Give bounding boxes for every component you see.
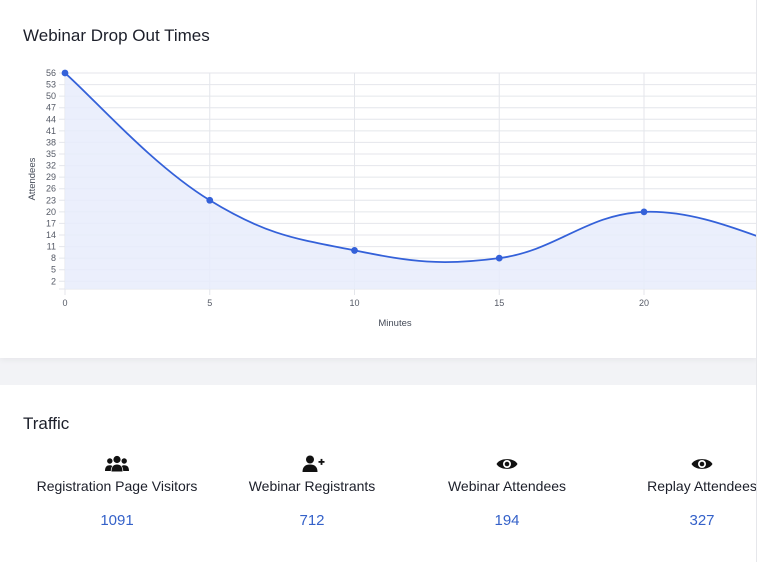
traffic-card: Traffic Registration Page Visitors 1091 …: [0, 385, 757, 562]
eye-icon: [496, 459, 518, 469]
traffic-title: Traffic: [23, 414, 70, 433]
y-tick-label: 14: [46, 230, 56, 240]
y-tick-label: 53: [46, 80, 56, 90]
stat-value: 712: [299, 512, 325, 529]
stat-label: Replay Attendees: [647, 478, 757, 494]
y-tick-label: 11: [47, 242, 56, 252]
page-right-border: [756, 0, 759, 562]
y-tick-label: 41: [46, 126, 56, 136]
data-point: [61, 69, 69, 77]
x-tick-label: 15: [494, 298, 504, 308]
y-tick-label: 35: [46, 149, 56, 159]
x-tick-label: 0: [62, 298, 67, 308]
x-tick-label: 5: [207, 298, 212, 308]
stat-replay-attendees: Replay Attendees 327: [607, 454, 759, 529]
y-axis-title: Attendees: [27, 157, 38, 200]
y-tick-label: 5: [51, 265, 56, 275]
y-tick-label: 20: [46, 207, 56, 217]
y-tick-label: 47: [46, 103, 56, 113]
y-tick-label: 56: [46, 68, 56, 78]
series-line: [65, 72, 757, 264]
y-tick-label: 8: [51, 253, 56, 263]
stat-value: 1091: [100, 512, 134, 529]
x-tick-label: 20: [639, 298, 649, 308]
data-point: [640, 208, 648, 216]
x-axis-title: Minutes: [378, 318, 412, 329]
stat-label: Registration Page Visitors: [36, 478, 198, 494]
stat-webinar-attendees: Webinar Attendees 194: [412, 454, 602, 529]
y-tick-label: 29: [46, 172, 56, 182]
y-tick-label: 2: [51, 276, 56, 286]
y-tick-label: 50: [46, 91, 56, 101]
y-tick-label: 17: [46, 218, 56, 228]
stat-label: Webinar Attendees: [447, 478, 567, 494]
user-plus-icon: [302, 455, 325, 472]
eye-icon: [691, 459, 713, 469]
series-area-fill: [65, 73, 757, 289]
stat-label: Webinar Registrants: [248, 478, 376, 494]
y-tick-label: 38: [46, 137, 56, 147]
users-group-icon: [105, 455, 129, 472]
y-tick-label: 23: [46, 195, 56, 205]
data-point: [495, 254, 503, 262]
x-tick-label: 10: [349, 298, 359, 308]
drop-out-chart-card: Webinar Drop Out Times 2 5 8 11 14 17 20 23 26 29…: [0, 0, 757, 358]
stat-webinar-registrants: Webinar Registrants 712: [217, 454, 407, 529]
y-tick-label: 26: [46, 184, 56, 194]
stat-value: 327: [689, 512, 715, 529]
chart-title: Webinar Drop Out Times: [23, 26, 210, 45]
y-tick-label: 44: [46, 114, 56, 124]
data-point: [206, 196, 214, 204]
y-tick-label: 32: [46, 161, 56, 171]
data-point: [351, 247, 358, 254]
stat-registration-page-visitors: Registration Page Visitors 1091: [22, 454, 212, 529]
stat-value: 194: [494, 512, 520, 529]
